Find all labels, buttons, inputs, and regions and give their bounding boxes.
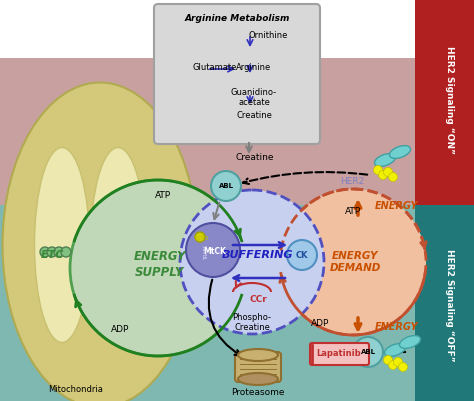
Circle shape: [383, 356, 392, 365]
Text: CCr: CCr: [249, 294, 267, 304]
Text: ENERGY: ENERGY: [375, 322, 419, 332]
Ellipse shape: [390, 146, 410, 158]
Text: ABL: ABL: [361, 349, 375, 355]
Text: Mitochondria: Mitochondria: [48, 385, 103, 395]
Text: Ornithine: Ornithine: [248, 32, 288, 41]
Circle shape: [353, 337, 383, 367]
Circle shape: [389, 360, 398, 369]
Text: Creatine: Creatine: [236, 111, 272, 120]
Text: Creatine: Creatine: [236, 154, 274, 162]
Text: HER2: HER2: [340, 176, 364, 186]
Circle shape: [211, 171, 241, 201]
Circle shape: [70, 180, 246, 356]
Circle shape: [180, 190, 324, 334]
Ellipse shape: [238, 349, 278, 361]
Ellipse shape: [238, 373, 278, 385]
Text: ADP: ADP: [311, 318, 329, 328]
Ellipse shape: [374, 154, 395, 166]
Circle shape: [383, 168, 392, 176]
Circle shape: [287, 240, 317, 270]
Text: Guanidino-
acetate: Guanidino- acetate: [231, 88, 277, 107]
FancyBboxPatch shape: [235, 352, 281, 382]
Bar: [415, 0, 474, 205]
Circle shape: [47, 247, 57, 257]
Text: ENERGY
SUPPLY: ENERGY SUPPLY: [134, 251, 186, 279]
Circle shape: [393, 358, 402, 367]
Ellipse shape: [35, 148, 90, 342]
Text: ETC: ETC: [40, 250, 64, 260]
FancyBboxPatch shape: [310, 343, 369, 365]
Text: Proteasome: Proteasome: [231, 388, 285, 397]
Text: ADP: ADP: [111, 326, 129, 334]
Circle shape: [399, 363, 408, 371]
Text: MtCK: MtCK: [203, 247, 227, 257]
Circle shape: [280, 189, 426, 335]
Bar: [0, 0, 415, 58]
Circle shape: [195, 232, 205, 242]
Circle shape: [40, 247, 50, 257]
Bar: [0, 205, 474, 401]
Text: Phospho-
Creatine: Phospho- Creatine: [233, 313, 272, 332]
Text: Arginine Metabolism: Arginine Metabolism: [184, 14, 290, 23]
FancyBboxPatch shape: [154, 4, 320, 144]
Text: CK: CK: [296, 251, 308, 259]
Circle shape: [379, 170, 388, 180]
Text: Arginine: Arginine: [237, 63, 272, 73]
Bar: [415, 205, 474, 401]
Bar: [0, 0, 474, 205]
Text: HER2 Signaling “ON”: HER2 Signaling “ON”: [446, 46, 455, 154]
Circle shape: [374, 166, 383, 174]
Ellipse shape: [384, 344, 405, 356]
Text: TRAP1: TRAP1: [204, 244, 210, 260]
Text: BUFFERING: BUFFERING: [222, 250, 294, 260]
Text: ENERGY: ENERGY: [375, 201, 419, 211]
Ellipse shape: [91, 148, 146, 342]
Ellipse shape: [2, 83, 198, 401]
Circle shape: [54, 247, 64, 257]
Text: Glutamate: Glutamate: [193, 63, 237, 73]
Text: ATP: ATP: [345, 207, 361, 217]
Text: Y153: Y153: [194, 235, 210, 241]
Text: Lapatinib: Lapatinib: [317, 350, 361, 358]
Ellipse shape: [400, 336, 420, 348]
Text: ATP: ATP: [155, 192, 171, 200]
Circle shape: [389, 172, 398, 182]
Text: ENERGY
DEMAND: ENERGY DEMAND: [329, 251, 381, 273]
Circle shape: [186, 223, 240, 277]
Text: ABL: ABL: [219, 183, 234, 189]
Circle shape: [61, 247, 71, 257]
Text: HER2 Signaling “OFF”: HER2 Signaling “OFF”: [446, 249, 455, 361]
